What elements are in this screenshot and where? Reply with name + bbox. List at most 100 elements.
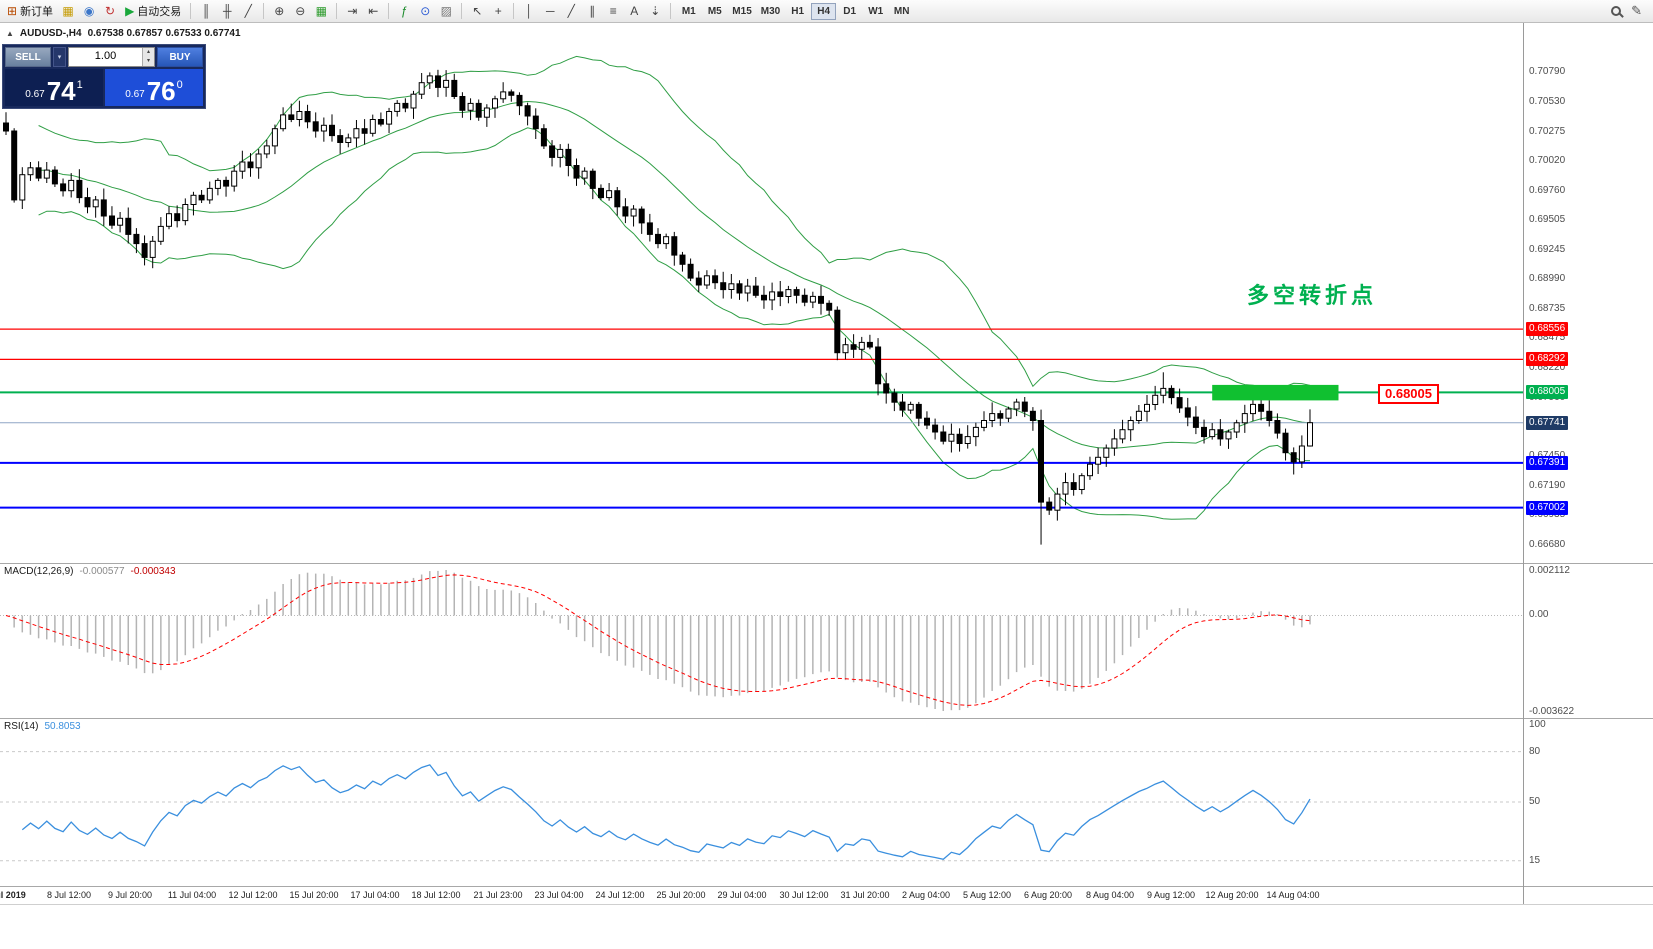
- text-button[interactable]: A: [624, 2, 644, 21]
- timeframe-w1-button[interactable]: W1: [868, 5, 884, 17]
- macd-pane-svg[interactable]: [0, 563, 1523, 718]
- timeframe-mn-button[interactable]: MN: [893, 5, 910, 17]
- price-axis-tick: 0.69245: [1529, 244, 1566, 255]
- crosshair-button[interactable]: +: [488, 2, 508, 21]
- toolbar-separator: [513, 3, 515, 19]
- bar-chart-button[interactable]: ║: [196, 2, 216, 21]
- search-icon[interactable]: [1611, 6, 1622, 16]
- rsi-axis-label: 100: [1529, 719, 1546, 730]
- price-axis-tick: 0.69505: [1529, 214, 1566, 225]
- vertical-line-button[interactable]: │: [519, 2, 539, 21]
- time-axis-label: 18 Jul 12:00: [411, 890, 461, 900]
- buy-price-button[interactable]: 0.67 76 0: [105, 69, 203, 106]
- price-axis-tick: 0.68990: [1529, 273, 1566, 284]
- toolbar-separator: [336, 3, 338, 19]
- volume-down-icon[interactable]: ▾: [143, 57, 154, 66]
- line-chart-button[interactable]: ╱: [238, 2, 258, 21]
- time-axis-label: 17 Jul 04:00: [350, 890, 400, 900]
- timeframe-d1-button[interactable]: D1: [843, 5, 857, 17]
- price-chart-svg[interactable]: [0, 23, 1523, 563]
- price-axis-tick: 0.69760: [1529, 185, 1566, 196]
- pane-separator[interactable]: [0, 563, 1653, 564]
- auto-scroll-icon: ⇥: [347, 4, 358, 18]
- price-axis-tick: 0.66680: [1529, 539, 1566, 550]
- sell-button[interactable]: SELL: [5, 47, 51, 67]
- channel-button[interactable]: ∥: [582, 2, 602, 21]
- price-axis-tick: 0.70790: [1529, 66, 1566, 77]
- periods-button[interactable]: ⊙: [415, 2, 435, 21]
- zoom-out-button[interactable]: ⊖: [290, 2, 310, 21]
- line-price-tag: 0.67391: [1526, 456, 1569, 470]
- macd-indicator-label: MACD(12,26,9) -0.000577 -0.000343: [4, 566, 176, 577]
- chart-text-annotation[interactable]: 多空转折点: [1247, 283, 1378, 308]
- trendline-button[interactable]: ╱: [561, 2, 581, 21]
- volume-dropdown-button[interactable]: ▾: [53, 47, 66, 67]
- arrows-icon: ⇣: [650, 4, 661, 18]
- volume-up-icon[interactable]: ▴: [143, 48, 154, 57]
- time-axis-label: 15 Jul 20:00: [289, 890, 339, 900]
- line-chart-icon: ╱: [244, 4, 252, 18]
- toolbar-separator: [461, 3, 463, 19]
- price-axis-tick: 0.68735: [1529, 303, 1566, 314]
- pane-separator[interactable]: [0, 886, 1653, 887]
- timeframe-m1-button[interactable]: M1: [681, 5, 696, 17]
- rsi-pane-svg[interactable]: [0, 718, 1523, 886]
- timeframe-h4-button[interactable]: H4: [811, 2, 837, 20]
- time-axis-label: 9 Jul 20:00: [107, 890, 153, 900]
- buy-price-prefix: 0.67: [125, 89, 145, 100]
- price-callout-label[interactable]: 0.68005: [1378, 384, 1439, 404]
- auto-scroll-button[interactable]: ⇥: [342, 2, 362, 21]
- autotrade-button[interactable]: ▶ 自动交易: [121, 2, 185, 21]
- symbol-marker-icon: ▲: [6, 29, 14, 38]
- zoom-in-button[interactable]: ⊕: [269, 2, 289, 21]
- timeframe-m30-button[interactable]: M30: [760, 5, 781, 17]
- new-order-button-label: 新订单: [20, 6, 54, 18]
- volume-stepper[interactable]: ▴ ▾: [142, 48, 154, 66]
- timeframe-m5-button[interactable]: M5: [707, 5, 722, 17]
- fibonacci-button[interactable]: ≡: [603, 2, 623, 21]
- templates-button[interactable]: ▨: [436, 2, 456, 21]
- tile-windows-button[interactable]: ▦: [311, 2, 331, 21]
- price-axis-tick: 0.68220: [1529, 362, 1566, 373]
- sell-price-prefix: 0.67: [25, 89, 45, 100]
- text-icon: A: [630, 4, 639, 18]
- macd-axis-zero: 0.00: [1529, 609, 1549, 620]
- one-click-trading-panel: SELL ▾ 1.00 ▴ ▾ BUY 0.67 74 1 0.67 76 0: [2, 44, 206, 109]
- arrows-button[interactable]: ⇣: [645, 2, 665, 21]
- timeframe-h1-button[interactable]: H1: [791, 5, 805, 17]
- zoom-out-icon: ⊖: [295, 4, 306, 18]
- trendline-icon: ╱: [567, 4, 575, 18]
- indicators-button[interactable]: ƒ: [394, 2, 414, 21]
- time-axis-label: 21 Jul 23:00: [473, 890, 523, 900]
- price-axis-tick: 0.70020: [1529, 155, 1566, 166]
- edit-icon[interactable]: ✎: [1631, 3, 1642, 18]
- toolbar-separator: [190, 3, 192, 19]
- volume-field[interactable]: 1.00 ▴ ▾: [68, 47, 155, 67]
- toolbar-separator: [263, 3, 265, 19]
- sell-price-button[interactable]: 0.67 74 1: [5, 69, 103, 106]
- new-order-button[interactable]: ⊞ 新订单: [3, 2, 57, 21]
- cursor-icon: ↖: [472, 4, 483, 18]
- time-axis-label: 30 Jul 12:00: [779, 890, 829, 900]
- candle-chart-button[interactable]: ╫: [217, 2, 237, 21]
- chart-shift-button[interactable]: ⇤: [363, 2, 383, 21]
- cursor-button[interactable]: ↖: [467, 2, 487, 21]
- macd-main-value: -0.000577: [79, 566, 125, 577]
- price-axis-tick: 0.70530: [1529, 96, 1566, 107]
- profiles-button[interactable]: ◉: [79, 2, 99, 21]
- profiles-icon: ◉: [83, 4, 95, 18]
- refresh-button[interactable]: ↻: [100, 2, 120, 21]
- sell-price-big: 74: [46, 76, 76, 106]
- new-chart-button[interactable]: ▦: [58, 2, 78, 21]
- pane-separator[interactable]: [0, 718, 1653, 719]
- templates-icon: ▨: [440, 4, 452, 18]
- autotrade-icon: ▶: [125, 4, 135, 18]
- rsi-name: RSI(14): [4, 721, 39, 732]
- timeframe-m15-button[interactable]: M15: [732, 5, 752, 17]
- pane-separator: [0, 904, 1653, 905]
- horizontal-line-button[interactable]: ─: [540, 2, 560, 21]
- tile-windows-icon: ▦: [315, 4, 327, 18]
- volume-value[interactable]: 1.00: [94, 50, 117, 62]
- time-axis-label: 5 Aug 12:00: [962, 890, 1012, 900]
- buy-button[interactable]: BUY: [157, 47, 203, 67]
